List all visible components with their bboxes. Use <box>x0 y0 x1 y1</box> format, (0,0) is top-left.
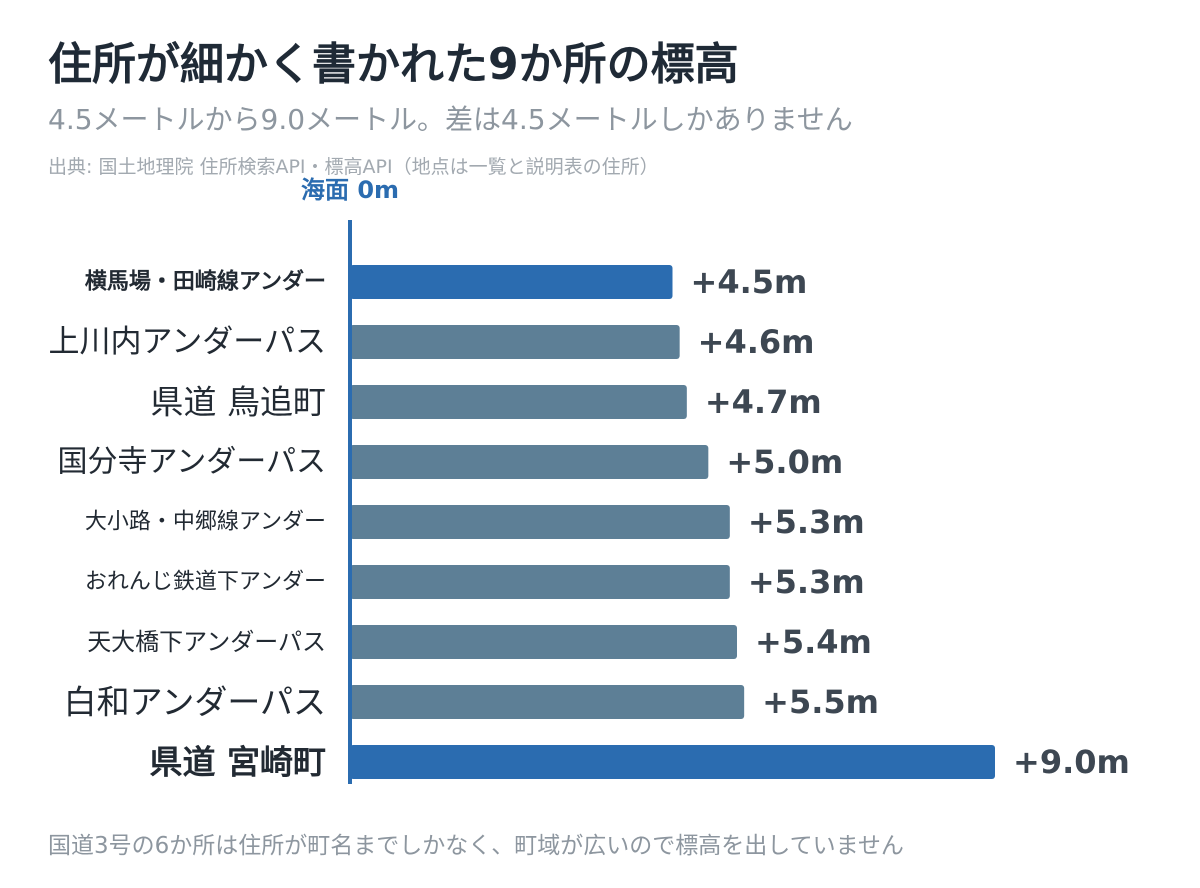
value-label: +5.5m <box>762 683 879 721</box>
bar <box>350 745 995 779</box>
category-label: 上川内アンダーパス <box>49 324 326 360</box>
value-label: +4.7m <box>705 383 822 421</box>
bar <box>350 385 687 419</box>
zero-axis-label: 海面 0m <box>301 176 399 204</box>
source-note: 出典: 国土地理院 住所検索API・標高API（地点は一覧と説明表の住所） <box>48 156 659 178</box>
bar <box>350 325 680 359</box>
category-label: 天大橋下アンダーパス <box>87 628 326 656</box>
value-label: +4.5m <box>691 263 808 301</box>
category-label: 県道 宮崎町 <box>150 743 327 782</box>
category-label: 県道 鳥追町 <box>151 383 327 422</box>
bar <box>350 565 730 599</box>
value-label: +5.0m <box>726 443 843 481</box>
value-label: +9.0m <box>1013 743 1130 781</box>
footnote: 国道3号の6か所は住所が町名までしかなく、町域が広いので標高を出していません <box>48 833 904 859</box>
value-label: +5.3m <box>748 503 865 541</box>
value-label: +4.6m <box>698 323 815 361</box>
category-label: 横馬場・田崎線アンダー <box>85 269 326 295</box>
category-label: 白和アンダーパス <box>64 683 326 722</box>
bar <box>350 265 673 299</box>
bar <box>350 685 745 719</box>
category-label: 国分寺アンダーパス <box>58 445 327 480</box>
bar <box>350 445 709 479</box>
value-label: +5.3m <box>748 563 865 601</box>
value-label: +5.4m <box>755 623 872 661</box>
category-label: おれんじ鉄道下アンダー <box>85 570 326 595</box>
bars-layer: 横馬場・田崎線アンダー +4.5m 上川内アンダーパス +4.6m 県道 鳥追町 +4.7… <box>49 263 1130 782</box>
bar <box>350 505 730 539</box>
chart-subtitle: 4.5メートルから9.0メートル。差は4.5メートルしかありません <box>48 103 853 136</box>
bar <box>350 625 737 659</box>
category-label: 大小路・中郷線アンダー <box>85 510 326 535</box>
chart-title: 住所が細かく書かれた9か所の標高 <box>48 39 739 90</box>
